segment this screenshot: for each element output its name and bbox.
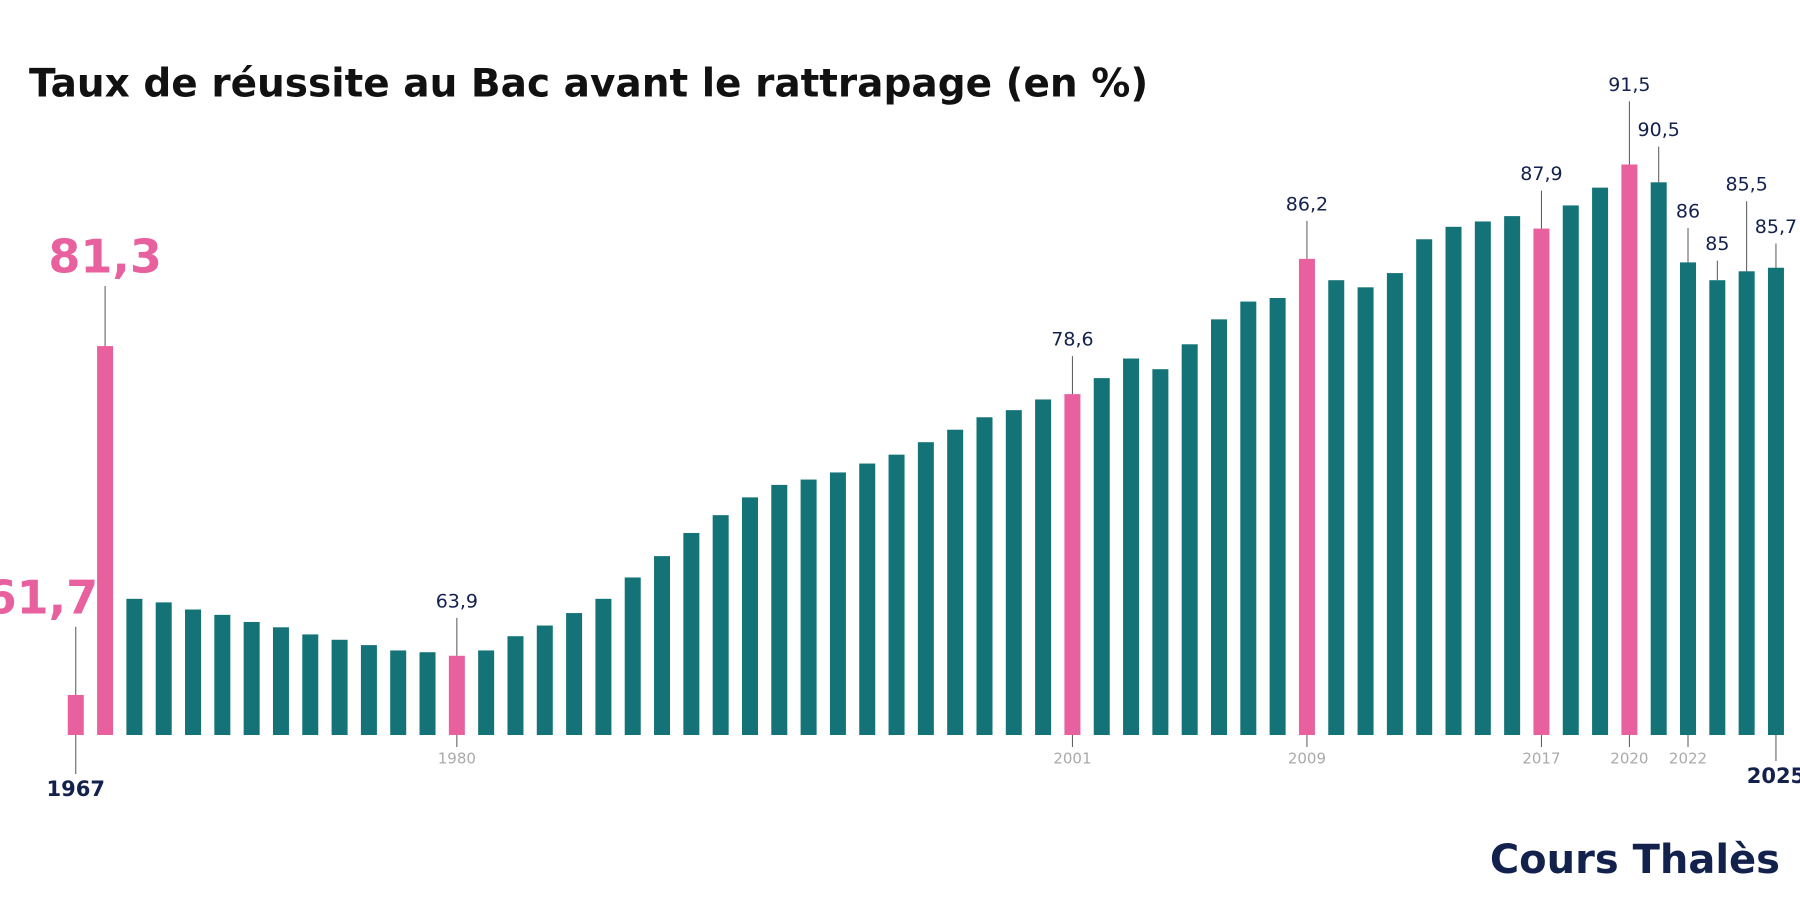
bar [741, 497, 758, 735]
bar [859, 463, 876, 735]
bar [214, 614, 231, 735]
value-label: 61,7 [0, 570, 98, 624]
value-label: 63,9 [436, 590, 478, 612]
bar [448, 655, 465, 735]
x-tick-label: 2017 [1522, 750, 1560, 768]
x-tick-label: 1980 [438, 750, 476, 768]
bar [67, 694, 84, 735]
bar [478, 650, 495, 735]
bar [1416, 239, 1433, 735]
x-tick-label: 2009 [1288, 750, 1326, 768]
bar [243, 621, 260, 735]
bar [1269, 298, 1286, 735]
bar [419, 652, 436, 735]
bar [155, 602, 172, 735]
bar [829, 472, 846, 735]
bar [302, 634, 319, 735]
bar [1767, 267, 1784, 735]
bar [1533, 228, 1550, 735]
bar [976, 417, 993, 735]
bar [712, 515, 729, 735]
bar [185, 609, 202, 735]
bar [1123, 358, 1140, 735]
bar [800, 479, 817, 735]
x-tick-label: 1967 [47, 777, 105, 801]
bar [1504, 216, 1521, 735]
bar [507, 636, 524, 735]
bar [654, 556, 671, 735]
bar [1357, 287, 1374, 735]
bar [566, 613, 583, 735]
bar [536, 625, 553, 735]
bar [1210, 319, 1227, 735]
bar [947, 429, 964, 735]
bar [1445, 226, 1462, 735]
bar [1093, 378, 1110, 735]
bar [1298, 258, 1315, 735]
value-label: 86,2 [1286, 193, 1328, 215]
bar [917, 442, 934, 735]
bar [1064, 394, 1081, 735]
bar [272, 627, 289, 735]
value-label: 85,5 [1725, 174, 1767, 196]
bar [771, 484, 788, 735]
bar [683, 532, 700, 735]
bar [331, 639, 348, 735]
value-label: 87,9 [1520, 163, 1562, 185]
x-tick-label: 2001 [1053, 750, 1091, 768]
value-label: 86 [1676, 200, 1700, 222]
bar [126, 598, 143, 735]
bar [1650, 182, 1667, 735]
bar [1738, 271, 1755, 735]
bar [1328, 280, 1345, 735]
x-tick-label: 2025 [1747, 764, 1800, 788]
bar [1680, 262, 1697, 735]
value-label: 81,3 [48, 229, 162, 283]
bar [1152, 369, 1169, 735]
bar [390, 650, 407, 735]
x-tick-label: 2022 [1669, 750, 1707, 768]
bar [888, 454, 905, 735]
bar [1035, 399, 1052, 735]
bar [1005, 410, 1022, 735]
value-label: 78,6 [1051, 329, 1093, 351]
bar [1240, 301, 1257, 735]
bar [1474, 221, 1491, 735]
value-label: 90,5 [1638, 119, 1680, 141]
bar [1709, 280, 1726, 735]
value-label: 91,5 [1608, 74, 1650, 96]
x-tick-label: 2020 [1610, 750, 1648, 768]
bar [595, 598, 612, 735]
bar [1562, 205, 1579, 735]
value-label: 85,7 [1755, 216, 1797, 238]
bar [1621, 164, 1638, 735]
bar [1181, 344, 1198, 735]
chart-title: Taux de réussite au Bac avant le rattrap… [29, 62, 1148, 107]
bar [1386, 273, 1403, 735]
bar [1592, 187, 1609, 735]
bar [97, 346, 114, 735]
value-label: 85 [1705, 233, 1729, 255]
bar [360, 645, 377, 735]
brand: Cours Thalès [1490, 837, 1780, 883]
bar [624, 577, 641, 735]
